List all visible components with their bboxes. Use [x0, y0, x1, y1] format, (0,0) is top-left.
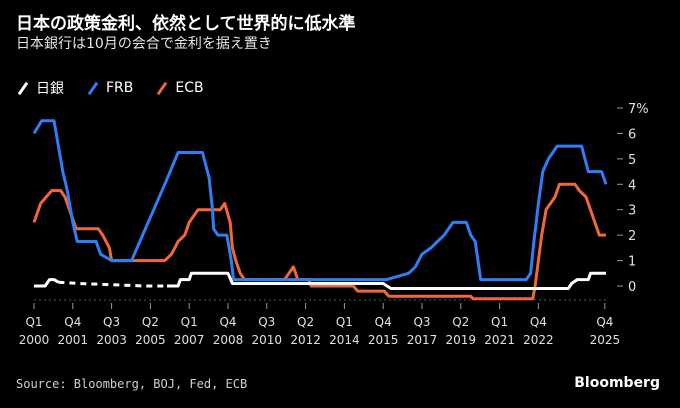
legend-item-frb: FRB: [86, 78, 133, 98]
legend-label-frb: FRB: [106, 80, 134, 96]
series-line-boj: [167, 271, 606, 290]
y-tick-label: 6: [628, 127, 636, 142]
x-tick-year-label: 2021: [484, 333, 515, 347]
legend-label-boj: 日銀: [36, 81, 64, 97]
x-tick-quarter-label: Q2: [297, 315, 314, 329]
x-tick-quarter-label: Q4: [219, 315, 236, 329]
x-tick-quarter-label: Q3: [258, 315, 275, 329]
x-tick-quarter-label: Q4: [530, 315, 547, 329]
legend-label-ecb: ECB: [175, 80, 204, 96]
y-tick-label: 7%: [628, 102, 649, 117]
x-tick-year-label: 2010: [252, 333, 283, 347]
x-tick-year-label: 2022: [523, 333, 554, 347]
y-tick-label: 1: [628, 255, 636, 270]
source-note: Source: Bloomberg, BOJ, Fed, ECB: [16, 377, 248, 391]
x-tick-year-label: 2003: [96, 333, 127, 347]
series-line-ecb: [32, 182, 606, 301]
legend-item-boj: 日銀: [16, 78, 64, 98]
x-tick-year-label: 2008: [213, 333, 244, 347]
x-tick-year-label: 2015: [368, 333, 399, 347]
x-tick-quarter-label: Q1: [25, 315, 42, 329]
x-tick-quarter-label: Q4: [64, 315, 81, 329]
series-line-boj: [34, 278, 60, 288]
x-tick-year-label: 2005: [135, 333, 166, 347]
series-line-boj: [58, 280, 167, 288]
x-tick-quarter-label: Q4: [375, 315, 392, 329]
x-tick-quarter-label: Q3: [103, 315, 120, 329]
chart-title: 日本の政策金利、依然として世界的に低水準: [16, 14, 356, 34]
y-tick-label: 5: [628, 153, 636, 168]
bloomberg-logo: Bloomberg: [574, 375, 660, 391]
x-tick-quarter-label: Q1: [336, 315, 353, 329]
x-tick-year-label: 2017: [407, 333, 438, 347]
series-line-frb: [32, 119, 608, 282]
x-tick-year-label: 2007: [174, 333, 205, 347]
x-tick-year-label: 2025: [590, 333, 621, 347]
x-tick-quarter-label: Q2: [452, 315, 469, 329]
x-tick-year-label: 2019: [446, 333, 477, 347]
x-tick-quarter-label: Q2: [142, 315, 159, 329]
y-tick-label: 2: [628, 229, 636, 244]
x-tick-quarter-label: Q1: [181, 315, 198, 329]
x-tick-quarter-label: Q3: [413, 315, 430, 329]
y-tick-label: 0: [628, 280, 636, 295]
y-tick-label: 4: [628, 178, 636, 193]
chart-subtitle: 日本銀行は10月の会合で金利を据え置き: [16, 36, 272, 52]
x-tick-quarter-label: Q1: [491, 315, 508, 329]
y-tick-label: 3: [628, 204, 636, 219]
x-tick-year-label: 2001: [58, 333, 89, 347]
legend: 日銀 FRB ECB: [16, 78, 204, 98]
x-tick-year-label: 2012: [290, 333, 321, 347]
legend-item-ecb: ECB: [155, 78, 204, 98]
x-tick-year-label: 2000: [19, 333, 50, 347]
x-tick-year-label: 2014: [329, 333, 360, 347]
x-tick-quarter-label: Q4: [596, 315, 613, 329]
